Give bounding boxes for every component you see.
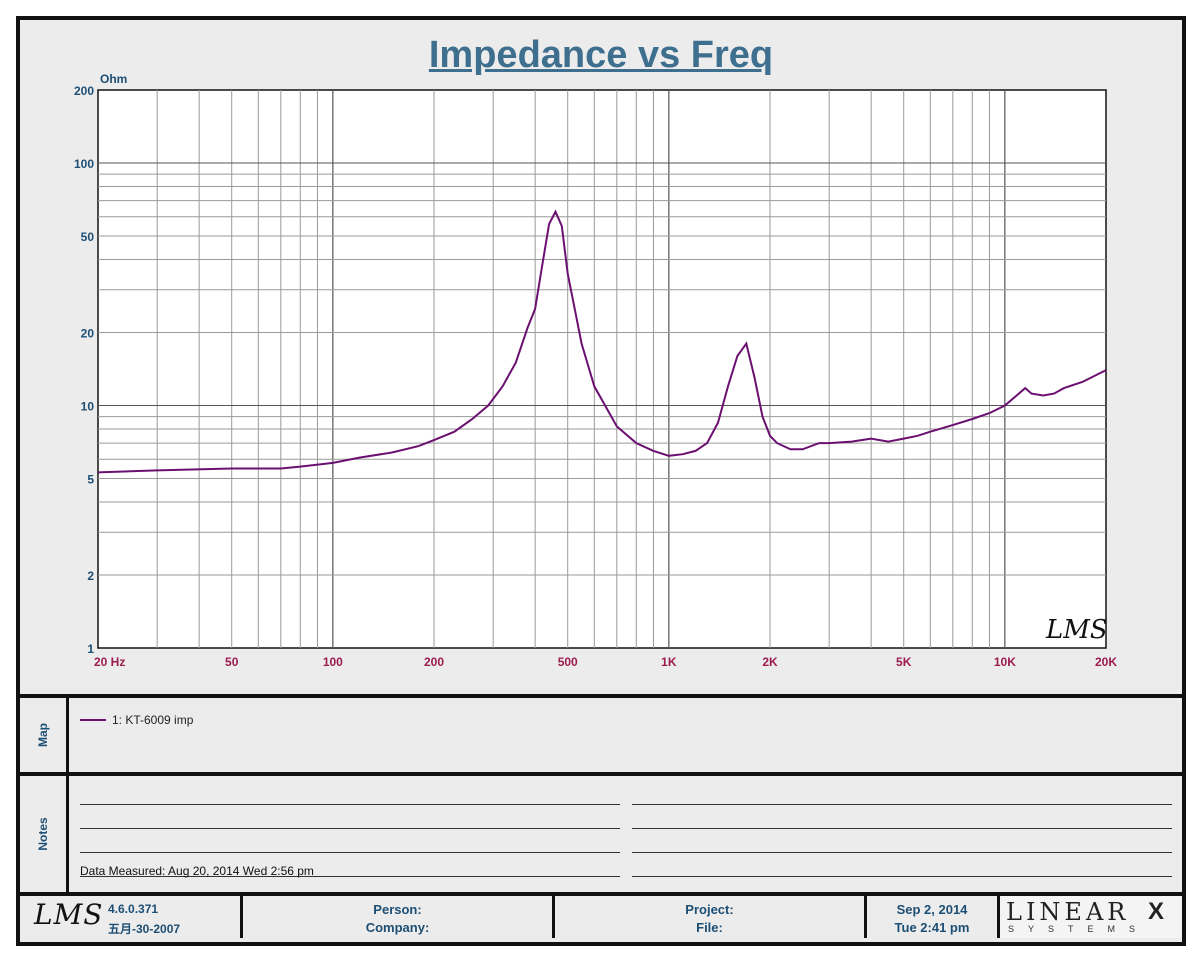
footer-person-cell: Person: Company:	[243, 896, 555, 938]
x-tick-label: 500	[558, 655, 578, 669]
note-line	[632, 804, 1172, 805]
y-tick-label: 20	[81, 327, 95, 341]
divider	[20, 772, 1182, 776]
y-tick-label: 200	[74, 84, 94, 98]
note-line	[80, 828, 620, 829]
plot-area	[97, 89, 1107, 649]
notes-side-cell: Notes	[20, 776, 69, 892]
legend-label: 1: KT-6009 imp	[112, 713, 194, 727]
divider	[20, 892, 1182, 896]
footer-project-cell: Project: File:	[555, 896, 867, 938]
notes-label: Notes	[36, 817, 50, 851]
x-tick-label: 10K	[994, 655, 1016, 669]
company-label: Company:	[365, 920, 430, 935]
report-frame: Impedance vs Freq 1 2 5 10 20 50 100 200 20 Hz 5…	[16, 16, 1186, 946]
chart-title: Impedance vs Freq	[428, 34, 774, 76]
note-line	[80, 852, 620, 853]
y-tick-label: 1	[87, 642, 94, 656]
person-label: Person:	[373, 902, 422, 917]
note-line	[80, 876, 620, 877]
x-tick-labels: 20 Hz 50 100 200 500 1K 2K 5K 10K 20K	[94, 655, 1117, 669]
brand-subtitle: SYSTEMS	[1008, 924, 1150, 934]
divider	[20, 694, 1182, 698]
x-tick-label: 50	[225, 655, 239, 669]
legend-swatch	[80, 719, 106, 721]
lms-logo: LMS	[34, 898, 104, 931]
impedance-series-line	[97, 209, 1107, 474]
x-tick-label: 1K	[661, 655, 677, 669]
note-line	[632, 876, 1172, 877]
brand-logo: LINEAR X SYSTEMS	[1000, 896, 1182, 938]
brand-x: X	[1148, 898, 1169, 925]
impedance-chart: 1 2 5 10 20 50 100 200 20 Hz 50 100 200 500 1K 2K 5K 10…	[74, 72, 1117, 669]
version-text: 4.6.0.371	[108, 902, 159, 916]
file-label: File:	[696, 920, 723, 935]
y-axis-unit: Ohm	[100, 72, 127, 86]
y-tick-label: 5	[87, 472, 94, 486]
x-tick-label: 20 Hz	[94, 655, 125, 669]
grid-lines	[98, 90, 1106, 648]
build-date-text: 五月-30-2007	[108, 922, 181, 936]
y-tick-label: 2	[87, 569, 94, 583]
map-side-cell: Map	[20, 698, 69, 772]
y-tick-label: 50	[81, 230, 95, 244]
project-label: Project:	[685, 902, 734, 917]
time-text: Tue 2:41 pm	[894, 920, 970, 935]
footer-version-cell: LMS 4.6.0.371 五月-30-2007	[20, 896, 243, 938]
x-tick-label: 100	[323, 655, 343, 669]
lms-watermark: LMS	[1045, 615, 1108, 645]
note-line	[632, 852, 1172, 853]
map-label: Map	[36, 723, 50, 747]
y-tick-labels: 1 2 5 10 20 50 100 200	[74, 84, 94, 656]
y-tick-label: 100	[74, 157, 94, 171]
note-line	[80, 804, 620, 805]
x-tick-label: 200	[424, 655, 444, 669]
x-tick-label: 2K	[762, 655, 778, 669]
x-tick-label: 5K	[896, 655, 912, 669]
footer-date-cell: Sep 2, 2014 Tue 2:41 pm	[867, 896, 1000, 938]
date-text: Sep 2, 2014	[896, 902, 968, 917]
note-line	[632, 828, 1172, 829]
legend-entry: 1: KT-6009 imp	[80, 713, 193, 727]
data-measured-text: Data Measured: Aug 20, 2014 Wed 2:56 pm	[80, 864, 314, 878]
x-tick-label: 20K	[1095, 655, 1117, 669]
brand-name: LINEAR	[1006, 898, 1130, 926]
y-tick-label: 10	[81, 399, 95, 413]
